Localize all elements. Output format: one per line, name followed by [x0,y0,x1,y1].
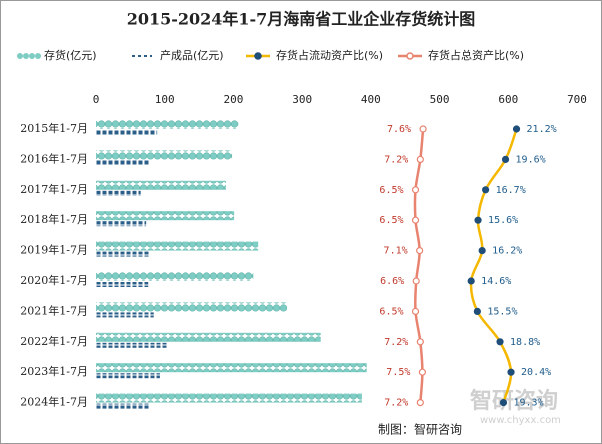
data-label: 20.4% [521,367,551,378]
legend-marker [35,53,41,59]
data-label: 14.6% [481,276,511,287]
data-label: 7.6% [387,124,411,135]
point [416,155,424,163]
y-tick-label: 2023年1-7月 [20,364,88,378]
data-label: 16.7% [496,185,526,196]
bar [96,130,158,135]
legend-marker [254,52,262,60]
y-tick-label: 2020年1-7月 [20,273,88,287]
data-label: 19.6% [516,154,546,165]
bar [96,302,288,312]
x-tick-label: 0 [93,93,100,106]
point [419,125,427,133]
x-tick-label: 200 [223,93,243,106]
bar [96,393,362,403]
watermark-url: www.chyxx.com [480,415,561,426]
point [478,247,486,255]
bar [96,150,233,160]
y-tick-label: 2021年1-7月 [20,303,88,317]
bar [96,282,149,287]
point [473,307,481,315]
data-label: 6.5% [379,185,403,196]
x-tick-label: 300 [292,93,312,106]
data-label: 7.2% [384,398,408,409]
bar [96,251,151,257]
bar [96,403,151,409]
x-tick-label: 100 [155,93,175,106]
data-label: 7.2% [384,154,408,165]
bar [96,272,254,281]
legend-label: 存货(亿元) [44,48,97,62]
bar [96,373,160,379]
point [411,216,420,224]
legend-marker [29,53,35,59]
legend-label: 存货占总资产比(%) [428,48,524,62]
y-tick-label: 2024年1-7月 [20,395,88,409]
point [474,216,482,224]
data-label: 7.5% [386,367,410,378]
point [411,307,420,315]
data-label: 6.5% [379,306,403,317]
data-label: 6.6% [380,276,404,287]
x-tick-label: 500 [430,93,450,106]
line [469,128,518,403]
bar [96,120,239,129]
y-tick-label: 2015年1-7月 [20,121,88,135]
bar [96,211,235,221]
point [512,125,521,133]
bar [96,332,321,342]
source: 制图：智研咨询 [378,422,462,437]
point [416,399,424,407]
chart-title: 2015-2024年1-7月海南省工业企业存货统计图 [127,10,476,29]
data-label: 18.8% [510,337,540,348]
legend-label: 存货占流动资产比(%) [276,48,383,62]
y-tick-label: 2022年1-7月 [20,334,88,348]
point [416,247,424,255]
bar [96,221,147,227]
bar [96,363,367,373]
point [418,368,426,376]
data-label: 21.2% [527,124,557,135]
bar [96,241,259,251]
data-label: 15.6% [488,215,518,226]
y-tick-label: 2019年1-7月 [20,243,88,257]
bar [96,180,226,190]
point [496,338,504,346]
data-label: 7.2% [384,337,408,348]
legend-marker [23,53,29,59]
point [507,368,515,376]
line [413,128,425,403]
point [412,277,420,285]
data-label: 15.5% [487,306,517,317]
point [411,186,420,194]
data-label: 19.3% [513,398,543,409]
bar [96,190,141,196]
data-label: 6.5% [379,215,403,226]
point [482,186,490,194]
point [499,399,508,407]
y-tick-label: 2017年1-7月 [20,182,88,196]
data-label: 7.1% [384,246,408,257]
bar [96,160,151,166]
legend-marker [17,53,23,59]
y-tick-label: 2016年1-7月 [20,151,88,165]
legend-marker [406,52,414,60]
point [467,277,475,285]
point [501,155,510,163]
y-tick-label: 2018年1-7月 [20,212,88,226]
x-tick-label: 700 [567,93,587,106]
legend-label: 产成品(亿元) [160,48,224,62]
x-tick-label: 600 [498,93,518,106]
data-label: 16.2% [492,246,522,257]
watermark: 智研咨询 [470,388,558,414]
bar [96,342,167,348]
x-tick-label: 400 [361,93,381,106]
point [416,338,424,346]
bar [96,312,154,318]
